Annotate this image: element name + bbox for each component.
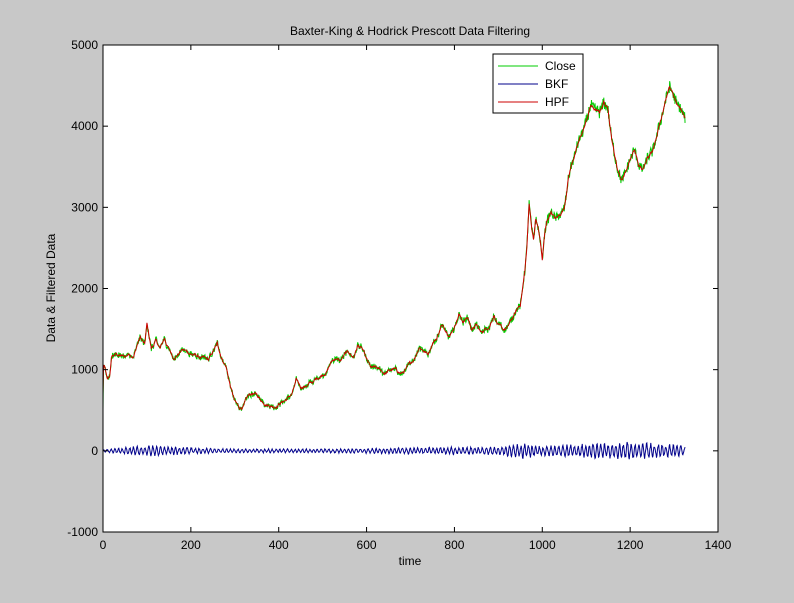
x-axis-label: time — [399, 554, 422, 568]
x-tick-label: 0 — [100, 538, 107, 552]
y-tick-label: 5000 — [71, 38, 98, 52]
x-tick-label: 1000 — [529, 538, 556, 552]
legend-label-hpf: HPF — [545, 95, 569, 109]
ticks-layer: 0 200 400 600 800 1000 1200 1400-10000100020003… — [67, 38, 731, 552]
legend-label-bkf: BKF — [545, 77, 568, 91]
x-tick-label: 1400 — [705, 538, 732, 552]
y-tick-label: -1000 — [67, 525, 98, 539]
y-axis-label: Data & Filtered Data — [44, 233, 58, 342]
y-tick-label: 3000 — [71, 200, 98, 214]
y-tick-label: 2000 — [71, 282, 98, 296]
y-tick-label: 4000 — [71, 119, 98, 133]
axes-background — [103, 45, 718, 532]
x-tick-label: 400 — [269, 538, 289, 552]
legend-label-close: Close — [545, 59, 576, 73]
series-layer — [102, 81, 686, 460]
legend: Close BKF HPF — [492, 53, 584, 114]
series-line-bkf — [102, 441, 686, 460]
x-tick-label: 800 — [444, 538, 464, 552]
y-tick-label: 0 — [91, 444, 98, 458]
chart-title: Baxter-King & Hodrick Prescott Data Filt… — [290, 24, 530, 38]
x-tick-label: 1200 — [617, 538, 644, 552]
x-tick-label: 600 — [357, 538, 377, 552]
y-tick-label: 1000 — [71, 363, 98, 377]
series-line-hpf — [102, 85, 686, 411]
x-tick-label: 200 — [181, 538, 201, 552]
